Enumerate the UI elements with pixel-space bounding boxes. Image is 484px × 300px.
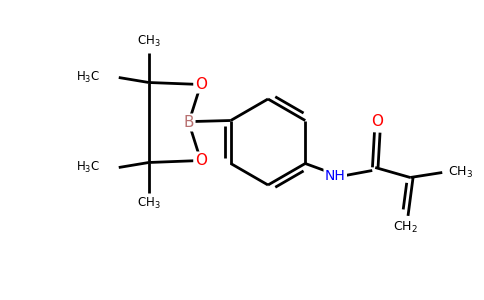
Text: CH$_3$: CH$_3$: [137, 196, 161, 211]
Text: B: B: [183, 115, 194, 130]
Text: H$_3$C: H$_3$C: [76, 160, 100, 175]
Text: CH$_3$: CH$_3$: [448, 165, 473, 180]
Text: NH: NH: [325, 169, 346, 182]
Text: O: O: [195, 77, 207, 92]
Text: CH$_3$: CH$_3$: [137, 34, 161, 49]
Text: CH$_2$: CH$_2$: [393, 220, 418, 235]
Text: O: O: [195, 153, 207, 168]
Text: H$_3$C: H$_3$C: [76, 70, 100, 85]
Text: O: O: [371, 114, 383, 129]
